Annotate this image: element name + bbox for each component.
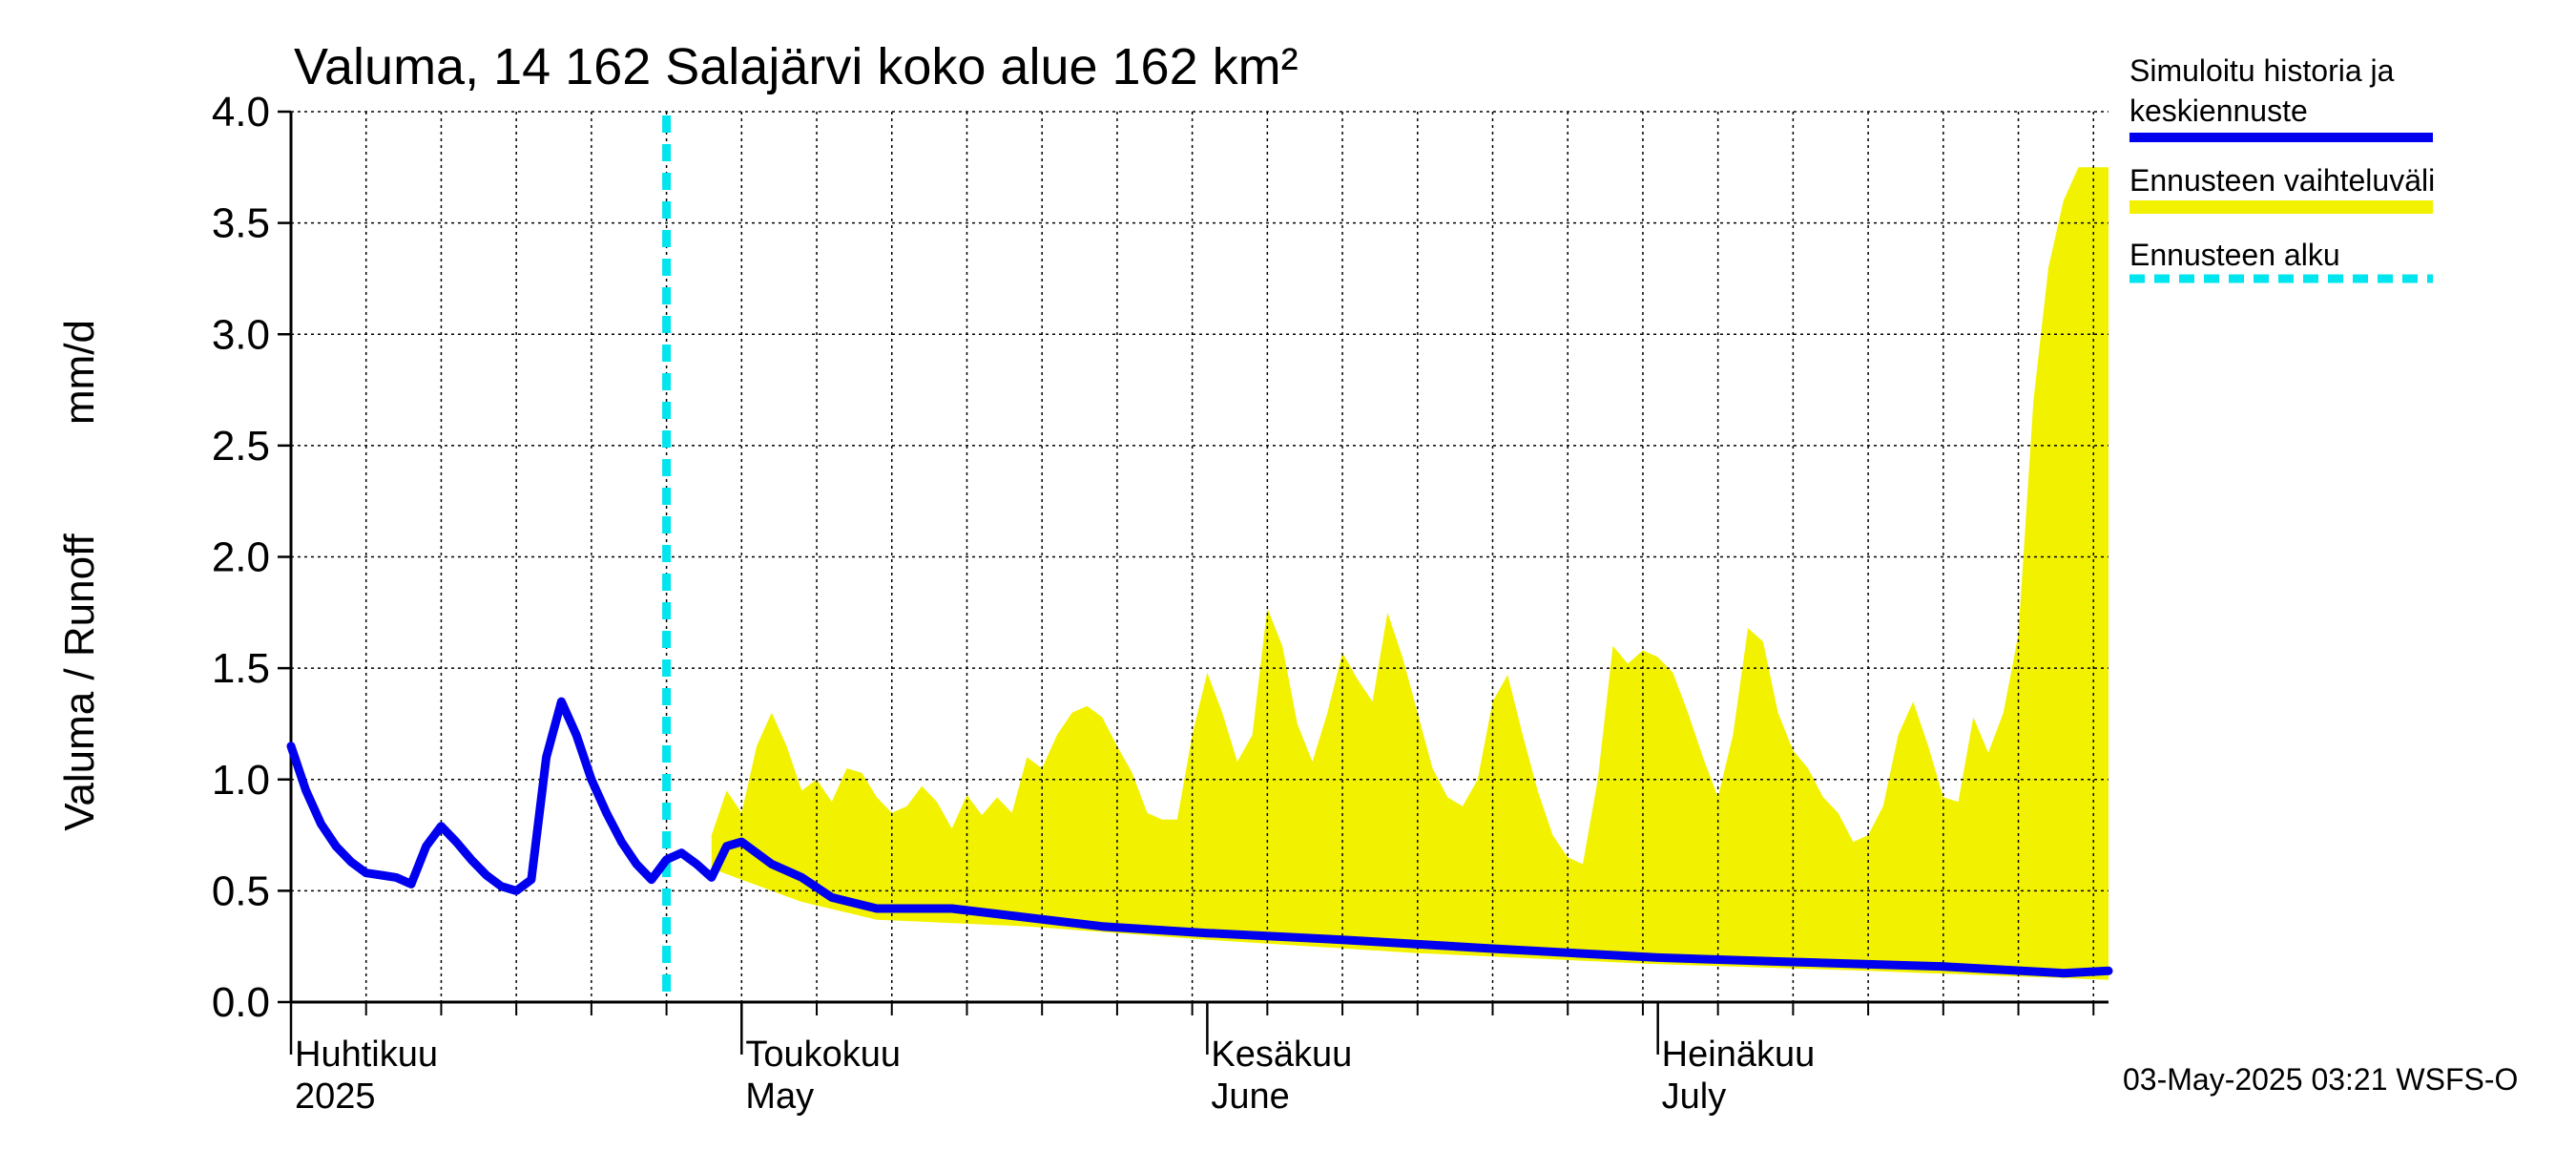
- x-tick-month-fi: Toukokuu: [745, 1035, 901, 1075]
- y-tick-label: 4.0: [212, 89, 270, 136]
- y-tick-labels: 0.0 0.5 1.0 1.5 2.0 2.5 3.0 3.5 4.0: [212, 89, 270, 1026]
- legend-label-simulated: Simuloitu historia ja: [2129, 53, 2395, 88]
- forecast-range-band: [711, 167, 2109, 980]
- chart-title: Valuma, 14 162 Salajärvi koko alue 162 k…: [294, 38, 1298, 95]
- axes: [278, 110, 2109, 1055]
- y-tick-label: 2.0: [212, 534, 270, 581]
- runoff-line: [286, 697, 2113, 978]
- y-tick-label: 1.0: [212, 757, 270, 804]
- x-tick-month-en: June: [1211, 1077, 1289, 1117]
- footer-timestamp: 03-May-2025 03:21 WSFS-O: [2123, 1062, 2518, 1097]
- legend-label-simulated-2: keskiennuste: [2129, 94, 2308, 128]
- legend: Simuloitu historia ja keskiennuste Ennuste…: [2129, 53, 2435, 283]
- x-tick-month-en: May: [745, 1077, 814, 1117]
- y-axis-label: Valuma / Runoff: [56, 533, 103, 831]
- y-tick-label: 0.5: [212, 868, 270, 914]
- x-tick-month-en: July: [1662, 1077, 1727, 1117]
- x-tick-month-en: 2025: [295, 1077, 376, 1117]
- y-axis-unit: mm/d: [56, 320, 103, 425]
- legend-label-forecast-start: Ennusteen alku: [2129, 238, 2340, 272]
- legend-label-range: Ennusteen vaihteluväli: [2129, 163, 2435, 198]
- x-tick-month-fi: Heinäkuu: [1662, 1035, 1816, 1075]
- forecast-range-band-group: [711, 167, 2109, 980]
- x-tick-month-fi: Huhtikuu: [295, 1035, 438, 1075]
- y-tick-label: 0.0: [212, 979, 270, 1026]
- runoff-line-group: [286, 697, 2113, 978]
- y-tick-label: 3.0: [212, 311, 270, 358]
- x-tick-month-fi: Kesäkuu: [1211, 1035, 1352, 1075]
- y-tick-label: 1.5: [212, 645, 270, 692]
- y-tick-label: 3.5: [212, 200, 270, 247]
- y-tick-label: 2.5: [212, 423, 270, 470]
